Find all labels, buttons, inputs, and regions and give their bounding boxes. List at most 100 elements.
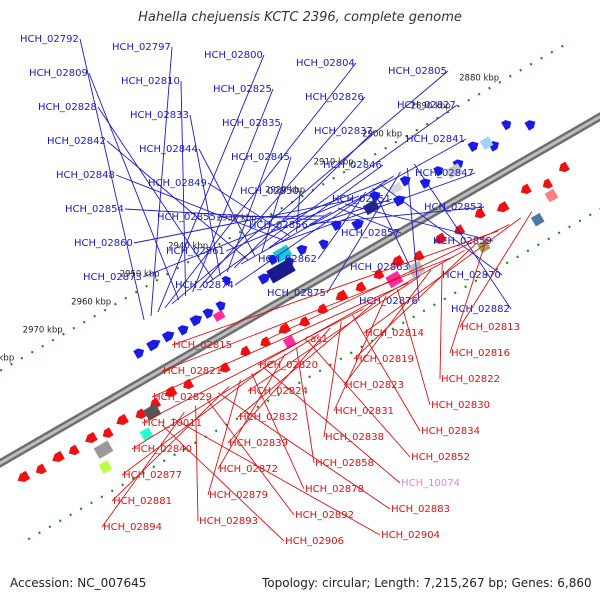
leader-line (307, 340, 411, 458)
reverse-gene-label: HCH_02821 (163, 366, 222, 377)
forward-gene-block (388, 181, 404, 195)
leader-line (459, 211, 533, 328)
kbp-tick-label: 2970 kbp (23, 325, 63, 335)
leader-line (97, 106, 214, 281)
forward-gene (177, 325, 189, 336)
reverse-gene-label: HCH_02838 (325, 432, 384, 443)
leader-line (275, 172, 476, 245)
leader-line (439, 263, 443, 380)
reverse-gene-label: HCH_02831 (335, 406, 394, 417)
reverse-gene-label: HCH_02892 (295, 510, 354, 521)
reverse-gene (520, 183, 532, 195)
accession-text: Accession: NC_007645 (10, 576, 147, 590)
reverse-gene-block (93, 440, 114, 459)
reverse-gene-label: HCH_02829 (153, 392, 212, 403)
forward-gene (296, 244, 308, 256)
forward-gene (221, 275, 231, 286)
reverse-gene-label: cas1 (305, 334, 328, 345)
leader-line (164, 62, 357, 309)
reverse-gene-label: HCH_02832 (239, 412, 298, 423)
reverse-gene (183, 378, 195, 390)
reverse-gene-label: HCH_02819 (355, 354, 414, 365)
leader-line (237, 301, 376, 418)
leader-line (106, 140, 249, 261)
forward-gene-label: HCH_02855 (157, 212, 216, 223)
forward-gene-label: HCH_02825 (213, 84, 272, 95)
kbp-tick-label: 2910 kbp (314, 157, 354, 167)
forward-gene-label: HCH_02873 (83, 272, 142, 283)
reverse-gene (496, 201, 510, 213)
forward-gene-label: HCH_02849 (148, 178, 207, 189)
reverse-gene (240, 345, 252, 357)
leader-line (233, 130, 375, 269)
reverse-gene (474, 207, 486, 219)
reverse-gene (373, 268, 385, 280)
leader-line (234, 175, 394, 286)
forward-gene-label: HCH_02837 (314, 126, 373, 137)
forward-gene-label: HCH_02882 (451, 304, 510, 315)
reverse-gene-label: HCH_02840 (133, 444, 192, 455)
leader-line (206, 398, 295, 516)
forward-gene-label: HCH_02848 (56, 170, 115, 181)
reverse-gene (219, 362, 231, 373)
leader-line (151, 282, 409, 398)
forward-gene-label: HCH_02847 (415, 168, 474, 179)
leader-line (189, 114, 221, 277)
leader-line (172, 418, 381, 536)
reverse-gene (35, 463, 47, 475)
forward-gene-label: HCH_02792 (20, 34, 79, 45)
leader-line (317, 191, 367, 260)
reverse-gene-label: HCH_02823 (345, 380, 404, 391)
forward-gene-label: HCH_02833 (130, 110, 189, 121)
forward-gene-label: HCH_02810 (121, 76, 180, 87)
reverse-gene-label: HCH_02872 (219, 464, 278, 475)
reverse-gene (317, 303, 329, 314)
forward-gene (351, 219, 364, 231)
reverse-gene (102, 427, 114, 438)
kbp-tick-label: 2960 kbp (71, 297, 111, 307)
reverse-gene-label: HCH_02858 (315, 458, 374, 469)
reverse-gene-label: HCH_02830 (431, 400, 490, 411)
leader-line (192, 88, 274, 293)
leader-line (344, 203, 494, 242)
forward-gene (202, 308, 214, 319)
forward-gene-label: HCH_02805 (388, 66, 447, 77)
reverse-gene (335, 289, 349, 301)
forward-gene (501, 119, 512, 131)
leader-line (268, 164, 384, 249)
leader-line (88, 72, 180, 301)
leader-line (225, 195, 360, 252)
reverse-gene-block (544, 188, 559, 203)
leader-line (141, 308, 364, 424)
forward-gene-label: HCH_02842 (47, 136, 106, 147)
reverse-gene-block (530, 212, 545, 227)
reverse-gene-label: HCH_02893 (199, 516, 258, 527)
leader-line (261, 156, 292, 253)
forward-gene-label: HCH_02853 (424, 202, 483, 213)
reverse-gene (260, 336, 272, 347)
reverse-gene-label: HCH_02813 (461, 322, 520, 333)
leader-line (121, 360, 275, 476)
reverse-gene-label: HCH_02822 (441, 374, 500, 385)
leader-line (198, 148, 256, 257)
forward-gene-label: HCH_02846 (323, 160, 382, 171)
forward-gene-label: HCH_02862 (258, 254, 317, 265)
forward-gene-block (266, 258, 296, 284)
forward-gene-label: HCH_02809 (29, 68, 88, 79)
forward-gene-block (212, 309, 226, 322)
forward-gene (133, 348, 145, 359)
leader-line (413, 163, 512, 310)
leader-line (247, 275, 421, 392)
kbp-tick-label: 2900 kbp (362, 129, 402, 139)
reverse-gene-label: HCH_02820 (259, 360, 318, 371)
reverse-gene (542, 178, 553, 189)
genome-axis-inner (0, 115, 600, 465)
forward-gene-label: HCH_02827 (397, 100, 456, 111)
leader-line (406, 167, 420, 302)
reverse-gene (164, 385, 178, 397)
forward-gene-label: HCH_02841 (406, 134, 465, 145)
leader-line (111, 385, 230, 502)
leader-line (207, 182, 290, 237)
genome-summary-text: Topology: circular; Length: 7,215,267 bp… (262, 576, 592, 590)
